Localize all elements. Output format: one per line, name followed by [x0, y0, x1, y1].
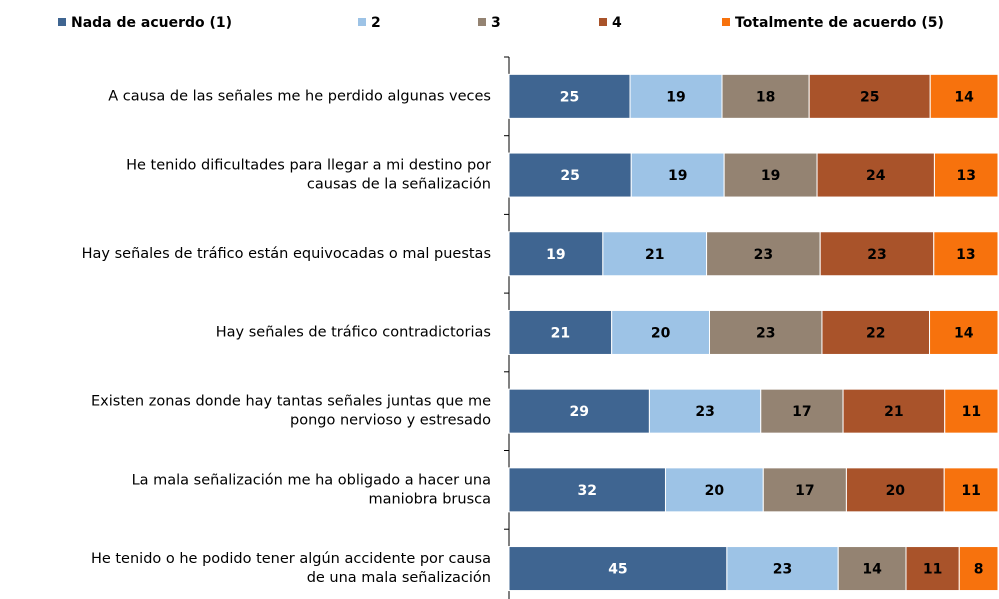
category-label: A causa de las señales me he perdido alg… [108, 88, 491, 104]
bar-segment [842, 388, 946, 434]
value-label: 13 [956, 168, 975, 184]
bar-segment [929, 73, 999, 119]
value-label: 22 [866, 325, 885, 341]
value-label: 14 [954, 89, 974, 105]
category-label: maniobra brusca [368, 491, 491, 507]
bar-segment [508, 152, 632, 198]
bar-segment [602, 231, 708, 277]
value-label: 23 [756, 325, 775, 341]
legend-swatch [478, 18, 486, 26]
bar-segment [816, 152, 935, 198]
category-label: La mala señalización me ha obligado a ha… [132, 472, 491, 488]
category-label: Hay señales de tráfico contradictorias [216, 324, 491, 340]
category-label: Existen zonas donde hay tantas señales j… [91, 394, 491, 410]
value-label: 19 [666, 89, 685, 105]
bar-segment [958, 546, 999, 592]
value-label: 19 [546, 247, 565, 263]
category-label: pongo nervioso y estresado [290, 413, 491, 429]
value-label: 23 [773, 562, 792, 578]
value-label: 20 [651, 325, 671, 341]
bar-segment [508, 546, 728, 592]
legend-swatch [358, 18, 366, 26]
value-label: 32 [577, 483, 596, 499]
value-label: 21 [884, 404, 903, 420]
legend-label: 3 [491, 15, 501, 31]
legend-label: 2 [371, 15, 381, 31]
value-label: 19 [761, 168, 780, 184]
bar-segment [821, 309, 931, 355]
value-label: 25 [560, 168, 579, 184]
category-label: He tenido o he podido tener algún accide… [91, 551, 491, 567]
legend-swatch [58, 18, 66, 26]
category-label: Hay señales de tráfico están equivocadas… [82, 246, 491, 262]
bar-segment [760, 388, 844, 434]
bar-segment [819, 231, 935, 277]
bar-segment [762, 467, 847, 513]
bar-segment [508, 388, 650, 434]
bar-segment [629, 73, 723, 119]
bar-segment [933, 231, 999, 277]
category-label: de una mala señalización [307, 570, 491, 586]
value-label: 29 [569, 404, 588, 420]
bar-segment [845, 467, 945, 513]
bar-segment [726, 546, 839, 592]
value-label: 11 [923, 562, 942, 578]
value-label: 23 [754, 247, 773, 263]
value-label: 24 [866, 168, 886, 184]
value-label: 45 [608, 562, 627, 578]
value-label: 23 [867, 247, 886, 263]
value-label: 20 [886, 483, 906, 499]
bar-segment [933, 152, 999, 198]
bar-segment [508, 73, 631, 119]
legend-label: Nada de acuerdo (1) [71, 15, 232, 31]
value-label: 14 [954, 325, 974, 341]
value-label: 19 [668, 168, 687, 184]
bar-segment [508, 467, 666, 513]
legend-label: 4 [612, 15, 622, 31]
value-label: 18 [756, 89, 775, 105]
value-label: 23 [695, 404, 714, 420]
value-label: 11 [962, 404, 981, 420]
bar-segment [723, 152, 818, 198]
category-label: He tenido dificultades para llegar a mi … [126, 158, 491, 174]
value-label: 25 [860, 89, 879, 105]
bar-segment [648, 388, 762, 434]
value-label: 21 [551, 325, 570, 341]
bar-segment [929, 309, 999, 355]
value-label: 17 [795, 483, 814, 499]
legend-swatch [722, 18, 730, 26]
legend-label: Totalmente de acuerdo (5) [735, 15, 944, 31]
bar-segment [611, 309, 710, 355]
bar-segment [943, 467, 999, 513]
bar-segment [508, 231, 604, 277]
value-label: 11 [961, 483, 980, 499]
value-label: 17 [792, 404, 811, 420]
bar-segment [944, 388, 999, 434]
category-label: causas de la señalización [307, 177, 491, 193]
value-label: 21 [645, 247, 664, 263]
value-label: 25 [560, 89, 579, 105]
bar-segment [837, 546, 907, 592]
legend-swatch [599, 18, 607, 26]
bar-segment [706, 231, 821, 277]
bar-segment [708, 309, 823, 355]
value-label: 8 [974, 562, 984, 578]
bar-segment [508, 309, 613, 355]
value-label: 14 [862, 562, 882, 578]
bar-segment [664, 467, 764, 513]
value-label: 20 [705, 483, 725, 499]
bar-segment [630, 152, 725, 198]
value-label: 13 [956, 247, 975, 263]
